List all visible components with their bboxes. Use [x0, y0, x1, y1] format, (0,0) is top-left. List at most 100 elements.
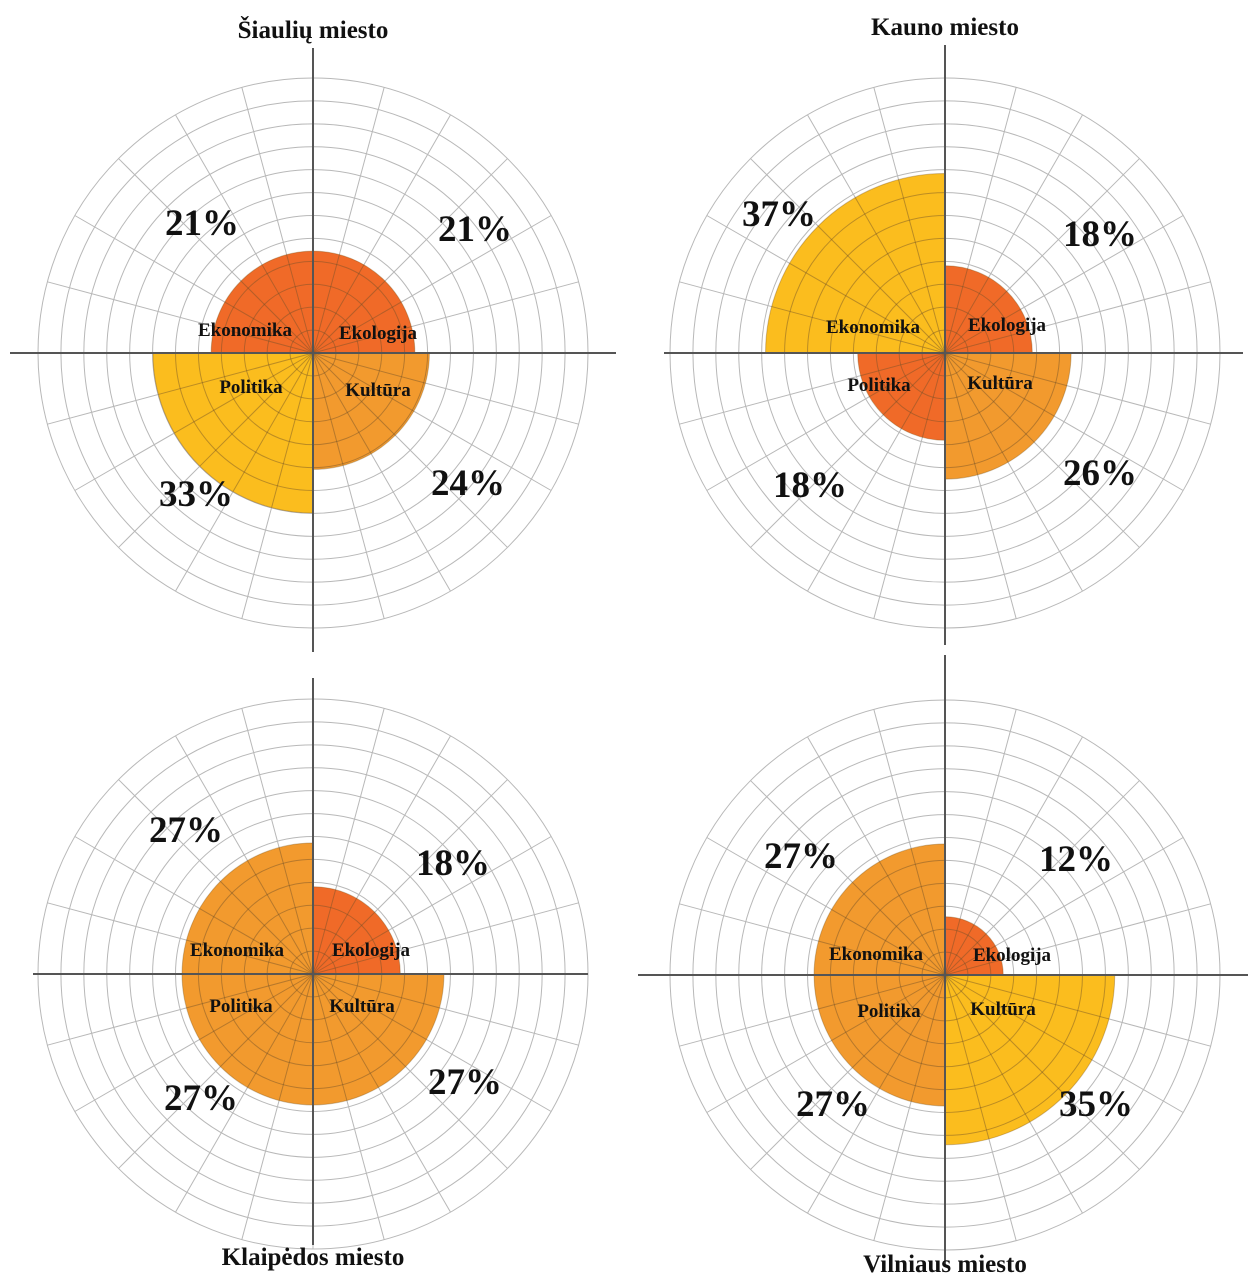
overlay-spoke — [199, 908, 314, 975]
overlay-ring — [197, 858, 314, 975]
overlay-spoke — [944, 352, 1067, 387]
overlay-spoke — [312, 326, 412, 354]
overlay-spoke — [944, 277, 990, 354]
overlay-spoke — [312, 254, 340, 354]
wedge-politika — [857, 352, 946, 441]
wedge-overlay — [944, 268, 1030, 354]
overlay-ring — [898, 928, 946, 976]
overlay-spoke — [174, 352, 314, 434]
overlay-spoke — [818, 974, 946, 1010]
percent-label: 27% — [764, 836, 838, 877]
overlay-spoke — [900, 352, 946, 429]
overlay-spoke — [944, 352, 1009, 463]
overlay-ring — [784, 192, 946, 354]
overlay-spoke — [944, 290, 1008, 354]
overlay-spoke — [854, 197, 946, 354]
overlay-spoke — [232, 352, 314, 492]
category-label-politika: Politika — [847, 375, 911, 396]
overlay-ring — [852, 882, 946, 976]
percent-label: 27% — [428, 1062, 502, 1103]
wedge-politika — [813, 974, 946, 1107]
overlay-ring — [875, 283, 946, 354]
overlay-spoke — [220, 973, 314, 1067]
overlay-ring — [944, 306, 992, 354]
overlay-spoke — [898, 179, 946, 354]
overlay-spoke — [860, 352, 946, 377]
overlay-ring — [829, 859, 946, 976]
wedge-overlay — [944, 352, 1067, 475]
overlay-ring — [289, 950, 314, 975]
overlay-ring — [289, 973, 314, 998]
category-label-ekologija: Ekologija — [332, 940, 411, 961]
wedge-overlay — [771, 179, 946, 354]
overlay-spoke — [312, 911, 376, 975]
overlay-ring — [266, 973, 314, 1021]
polar-chart: Ekonomika Ekologija Kultūra Politika 37% 18% 2… — [664, 14, 1243, 645]
wedge-kultūra — [312, 352, 430, 470]
wedge-ekologija — [944, 265, 1033, 354]
wedge-overlay — [312, 973, 440, 1101]
overlay-spoke — [312, 950, 398, 975]
overlay-ring — [944, 329, 969, 354]
overlay-spoke — [921, 352, 946, 438]
overlay-ring — [898, 352, 946, 400]
wedge-politika — [152, 352, 314, 514]
overlay-ring — [312, 973, 360, 1021]
percent-label: 37% — [742, 194, 816, 235]
wedge-overlay — [312, 352, 429, 469]
overlay-ring — [312, 973, 406, 1067]
overlay-spoke — [944, 959, 1002, 976]
overlay-ring — [944, 974, 1061, 1091]
overlay-ring — [898, 306, 946, 354]
wedge-overlay — [312, 889, 398, 975]
overlay-ring — [944, 352, 1015, 423]
wedge-overlay — [214, 254, 314, 354]
percent-label: 24% — [431, 463, 505, 504]
overlay-ring — [944, 974, 969, 999]
overlay-ring — [243, 904, 314, 975]
overlay-spoke — [278, 973, 314, 1101]
wedge-ekonomika — [210, 250, 314, 354]
category-label-ekologija: Ekologija — [973, 945, 1052, 966]
overlay-ring — [312, 352, 429, 469]
overlay-spoke — [312, 352, 344, 466]
overlay-ring — [197, 352, 314, 469]
wedge-overlay — [860, 352, 946, 438]
category-label-politika: Politika — [857, 1001, 921, 1022]
overlay-ring — [266, 352, 314, 400]
overlay-ring — [243, 973, 314, 1044]
wedge-overlay — [158, 352, 314, 508]
wedge-overlay — [186, 973, 314, 1101]
category-label-ekonomika: Ekonomika — [829, 944, 923, 965]
overlay-spoke — [286, 254, 314, 354]
overlay-spoke — [944, 974, 990, 1140]
overlay-spoke — [312, 264, 365, 354]
overlay-spoke — [312, 352, 426, 384]
overlay-spoke — [186, 973, 314, 1009]
overlay-spoke — [214, 326, 314, 354]
overlay-ring — [312, 329, 337, 354]
overlay-spoke — [944, 308, 1021, 354]
overlay-spoke — [271, 352, 314, 508]
overlay-ring — [829, 974, 946, 1091]
overlay-ring — [875, 352, 946, 423]
overlay-ring — [266, 306, 314, 354]
overlay-spoke — [944, 329, 1030, 354]
chart-title: Kauno miesto — [871, 14, 1019, 41]
overlay-ring — [921, 352, 946, 377]
overlay-spoke — [818, 940, 946, 976]
wedge-kultūra — [312, 973, 445, 1106]
overlay-spoke — [240, 280, 314, 354]
overlay-spoke — [831, 974, 946, 1041]
overlay-spoke — [186, 939, 314, 975]
overlay-spoke — [312, 352, 372, 455]
percent-label: 33% — [159, 474, 233, 515]
overlay-spoke — [852, 882, 946, 976]
overlay-spoke — [789, 262, 946, 354]
overlay-ring — [944, 974, 1015, 1045]
overlay-spoke — [944, 974, 1093, 1061]
overlay-ring — [220, 260, 314, 354]
overlay-ring — [220, 352, 314, 446]
overlay-ring — [312, 283, 383, 354]
overlay-ring — [289, 329, 314, 354]
